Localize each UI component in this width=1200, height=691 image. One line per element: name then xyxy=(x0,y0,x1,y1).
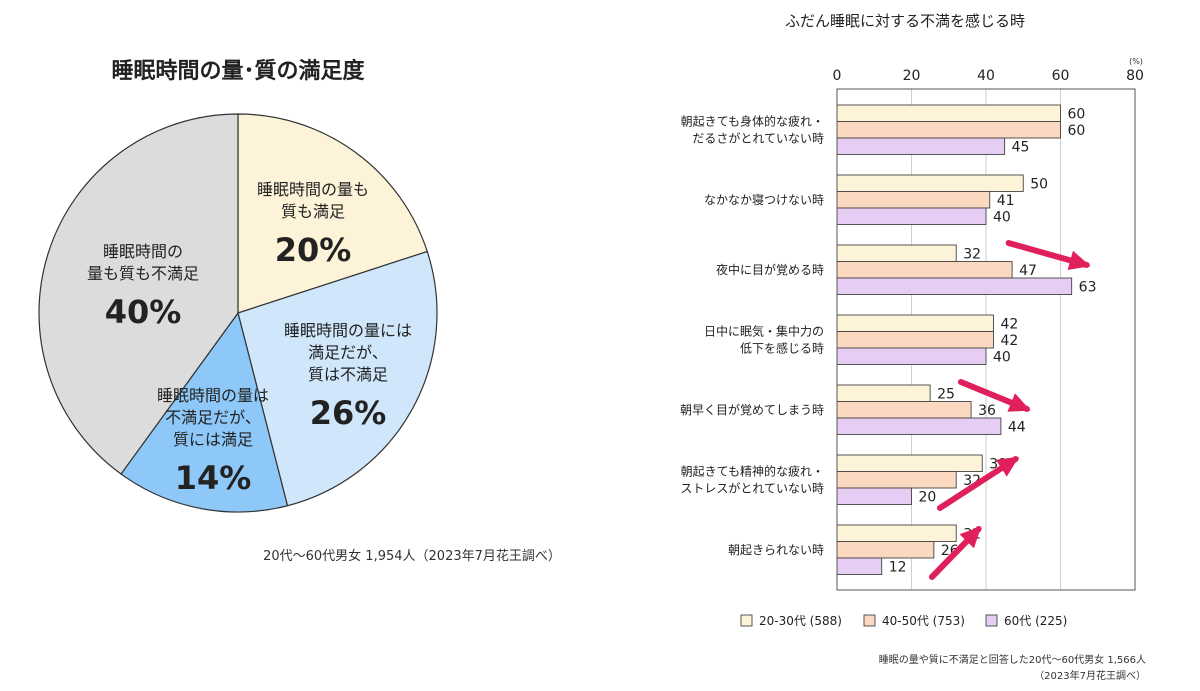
bar-value-label: 50 xyxy=(1030,176,1048,192)
pie-slice-value: 14% xyxy=(175,459,252,497)
pie-slice-label: 質には満足 xyxy=(173,430,253,449)
category-label: なかなか寝つけない時 xyxy=(704,192,824,207)
bar xyxy=(836,277,1073,295)
pie-slice-value: 26% xyxy=(310,394,387,432)
pie-slices xyxy=(38,113,438,513)
pie-slice-label: 不満足だが、 xyxy=(165,408,261,427)
category-label: ストレスがとれていない時 xyxy=(680,480,824,495)
bar-value-label: 47 xyxy=(1019,263,1037,279)
pie-slice-label: 質は不満足 xyxy=(308,365,388,384)
bar-value-label: 41 xyxy=(997,193,1015,209)
bar-note: 睡眠の量や質に不満足と回答した20代～60代男女 1,566人 （2023年7月花… xyxy=(879,653,1146,682)
bar xyxy=(836,471,957,489)
bar xyxy=(836,244,957,262)
bar-value-label: 36 xyxy=(978,403,996,419)
bar-value-label: 32 xyxy=(963,246,981,262)
pie-slice xyxy=(120,311,289,513)
bar-value-label: 20 xyxy=(919,489,937,505)
pie-slice-label: 睡眠時間の量は xyxy=(157,386,269,405)
pie-slice-value: 20% xyxy=(275,231,352,269)
bar-value-label: 60 xyxy=(1068,123,1086,139)
legend-swatch xyxy=(985,614,998,627)
bar-note-line: （2023年7月花王調べ） xyxy=(1034,669,1146,682)
bar-value-label: 40 xyxy=(993,349,1011,365)
bar-value-label: 60 xyxy=(1068,106,1086,122)
x-tick-label: 0 xyxy=(833,68,842,84)
bar-title: ふだん睡眠に対する不満を感じる時 xyxy=(785,12,1025,30)
bar-value-label: 40 xyxy=(993,209,1011,225)
x-tick-label: 60 xyxy=(1052,68,1070,84)
pie-slice xyxy=(38,113,239,475)
pie-slice-label: 睡眠時間の xyxy=(103,242,183,261)
bar xyxy=(836,347,987,365)
bar-series-bars xyxy=(836,104,1073,575)
bar xyxy=(836,104,1061,122)
bar xyxy=(836,557,883,575)
bar-legend: 20-30代 (588) 40-50代 (753) 60代 (225) xyxy=(740,614,1067,628)
trend-arrow-head xyxy=(1007,393,1031,412)
pie-slice-label: 量も質も不満足 xyxy=(87,264,199,283)
pie-slice-label: 睡眠時間の量には xyxy=(284,321,412,340)
category-label: 朝早く目が覚めてしまう時 xyxy=(680,402,824,417)
category-label: 日中に眠気・集中力の xyxy=(704,323,824,338)
bar xyxy=(836,384,931,402)
pie-note: 20代～60代男女 1,954人（2023年7月花王調べ） xyxy=(263,548,561,564)
bar xyxy=(836,174,1024,192)
trend-arrow-head xyxy=(1067,250,1091,270)
pie-slice-label: 満足だが、 xyxy=(308,343,388,362)
pie-title: 睡眠時間の量･質の満足度 xyxy=(111,58,365,84)
category-label: だるさがとれていない時 xyxy=(692,130,824,145)
bar-value-label: 12 xyxy=(889,559,907,575)
pie-slice xyxy=(237,113,429,314)
pie-slice-value: 40% xyxy=(105,293,182,331)
bar-value-label: 42 xyxy=(1000,316,1018,332)
x-tick-label: 40 xyxy=(977,68,995,84)
bar-value-label: 42 xyxy=(1000,333,1018,349)
bar xyxy=(836,121,1061,139)
category-label: 朝起きても精神的な疲れ・ xyxy=(681,463,824,478)
bar xyxy=(836,541,935,559)
bar xyxy=(836,207,987,225)
bar xyxy=(836,487,912,505)
trend-arrow-head xyxy=(959,526,982,549)
bar-value-label: 63 xyxy=(1079,279,1097,295)
bar-plot-frame xyxy=(836,88,1136,591)
bar-value-label: 25 xyxy=(937,386,955,402)
pie-slice xyxy=(237,250,438,507)
x-tick-label: 80 xyxy=(1126,68,1144,84)
bar xyxy=(836,401,972,419)
bar-chart: ふだん睡眠に対する不満を感じる時 (%) 0 20 40 60 80 朝起きても身体的な… xyxy=(680,12,1146,682)
x-tick-label: 20 xyxy=(903,68,921,84)
legend-swatch xyxy=(740,614,753,627)
bar-value-label: 44 xyxy=(1008,419,1026,435)
category-label: 夜中に目が覚める時 xyxy=(716,262,824,277)
legend-label: 60代 (225) xyxy=(1004,614,1067,628)
bar-category-labels: 朝起きても身体的な疲れ・だるさがとれていない時なかなか寝つけない時夜中に目が覚め… xyxy=(680,113,824,557)
trend-arrows xyxy=(928,240,1091,580)
category-label: 低下を感じる時 xyxy=(740,340,824,355)
pie-slice-label: 睡眠時間の量も xyxy=(257,180,369,199)
bar xyxy=(836,417,1002,435)
bar xyxy=(836,137,1006,155)
bar-note-line: 睡眠の量や質に不満足と回答した20代～60代男女 1,566人 xyxy=(879,653,1146,666)
bar-value-label: 45 xyxy=(1012,139,1030,155)
bar xyxy=(836,524,957,542)
bar-unit: (%) xyxy=(1129,57,1143,66)
trend-arrow-head xyxy=(995,456,1019,477)
bar-tick-labels: 0 20 40 60 80 xyxy=(833,68,1144,84)
bar xyxy=(836,191,991,209)
bar xyxy=(836,454,983,472)
legend-swatch xyxy=(863,614,876,627)
category-label: 朝起きられない時 xyxy=(728,543,824,557)
bar xyxy=(836,331,994,349)
legend-label: 40-50代 (753) xyxy=(882,614,965,628)
bar xyxy=(836,314,994,332)
pie-slice-label: 質も満足 xyxy=(281,202,345,221)
bar xyxy=(836,261,1013,279)
legend-label: 20-30代 (588) xyxy=(759,614,842,628)
category-label: 朝起きても身体的な疲れ・ xyxy=(681,113,824,128)
